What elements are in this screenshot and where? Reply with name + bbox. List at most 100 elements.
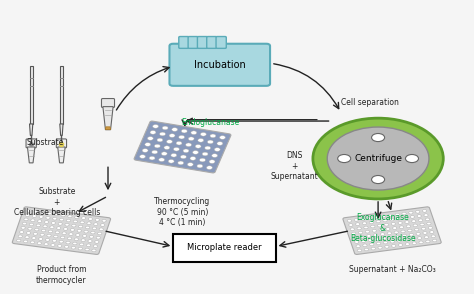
Circle shape <box>153 125 158 128</box>
Circle shape <box>51 222 55 224</box>
Circle shape <box>152 150 158 154</box>
Circle shape <box>160 132 165 136</box>
Circle shape <box>378 246 382 249</box>
Circle shape <box>26 214 29 216</box>
Circle shape <box>422 210 427 212</box>
Text: Incubation: Incubation <box>194 60 246 70</box>
Circle shape <box>410 238 415 240</box>
Circle shape <box>410 216 414 218</box>
Circle shape <box>33 233 37 235</box>
Circle shape <box>66 241 70 244</box>
Circle shape <box>86 244 91 247</box>
Circle shape <box>383 219 387 222</box>
Circle shape <box>94 223 98 225</box>
Circle shape <box>21 226 25 229</box>
Circle shape <box>181 129 187 133</box>
Circle shape <box>92 249 96 252</box>
Circle shape <box>424 236 428 238</box>
Circle shape <box>102 220 106 222</box>
Circle shape <box>381 233 384 235</box>
Circle shape <box>172 128 178 131</box>
Circle shape <box>210 134 216 138</box>
Polygon shape <box>58 147 65 163</box>
Circle shape <box>207 140 213 144</box>
Circle shape <box>371 225 375 228</box>
Bar <box>173 233 276 262</box>
Circle shape <box>68 215 72 218</box>
Circle shape <box>209 160 215 163</box>
FancyBboxPatch shape <box>134 121 231 173</box>
Circle shape <box>162 126 168 130</box>
Circle shape <box>173 147 179 151</box>
FancyBboxPatch shape <box>207 36 217 48</box>
Circle shape <box>36 224 40 227</box>
Circle shape <box>374 216 379 218</box>
Text: Thermocycling
90 °C (5 min)
4 °C (1 min): Thermocycling 90 °C (5 min) 4 °C (1 min) <box>155 198 210 227</box>
Circle shape <box>159 158 164 161</box>
Circle shape <box>391 223 395 225</box>
Circle shape <box>74 238 78 240</box>
Circle shape <box>354 218 358 221</box>
Polygon shape <box>27 147 35 163</box>
Circle shape <box>416 211 420 213</box>
Circle shape <box>365 248 368 251</box>
Circle shape <box>100 224 105 226</box>
Text: Product from
thermocycler: Product from thermocycler <box>36 265 87 285</box>
Circle shape <box>64 228 68 230</box>
Circle shape <box>192 151 199 154</box>
Circle shape <box>372 133 384 142</box>
Circle shape <box>197 164 203 168</box>
Circle shape <box>205 146 210 150</box>
Circle shape <box>382 215 386 218</box>
Circle shape <box>363 222 366 225</box>
FancyBboxPatch shape <box>56 139 66 148</box>
Circle shape <box>361 240 365 242</box>
Circle shape <box>214 148 220 151</box>
Circle shape <box>360 235 364 238</box>
Circle shape <box>361 218 365 220</box>
Circle shape <box>54 213 58 216</box>
Circle shape <box>369 221 374 224</box>
Circle shape <box>149 156 155 160</box>
Circle shape <box>363 244 367 247</box>
Circle shape <box>51 244 55 246</box>
Circle shape <box>382 237 386 240</box>
Circle shape <box>176 141 182 145</box>
Circle shape <box>58 223 62 225</box>
Circle shape <box>87 222 91 225</box>
Circle shape <box>88 240 92 242</box>
Circle shape <box>96 236 100 239</box>
Circle shape <box>195 145 201 148</box>
Circle shape <box>50 226 54 228</box>
Circle shape <box>384 223 389 226</box>
Circle shape <box>337 155 351 163</box>
Circle shape <box>70 228 74 231</box>
Polygon shape <box>29 124 33 136</box>
Circle shape <box>370 243 374 246</box>
Circle shape <box>64 245 69 248</box>
Circle shape <box>32 237 36 239</box>
Circle shape <box>374 234 378 236</box>
Circle shape <box>73 242 77 245</box>
Circle shape <box>73 220 77 223</box>
Circle shape <box>396 235 400 238</box>
Circle shape <box>433 239 437 242</box>
Circle shape <box>367 235 371 237</box>
Circle shape <box>178 161 184 165</box>
Circle shape <box>405 221 409 223</box>
Circle shape <box>419 241 423 244</box>
Circle shape <box>58 245 62 247</box>
Polygon shape <box>103 107 113 130</box>
Circle shape <box>40 233 44 236</box>
Circle shape <box>425 218 429 221</box>
Circle shape <box>92 227 96 230</box>
Circle shape <box>357 249 362 252</box>
Circle shape <box>45 221 49 223</box>
Circle shape <box>82 217 86 219</box>
Circle shape <box>171 153 177 157</box>
Circle shape <box>84 230 88 233</box>
Circle shape <box>60 218 64 221</box>
Circle shape <box>91 231 95 234</box>
Circle shape <box>37 242 41 245</box>
Text: Substrate: Substrate <box>27 138 64 147</box>
